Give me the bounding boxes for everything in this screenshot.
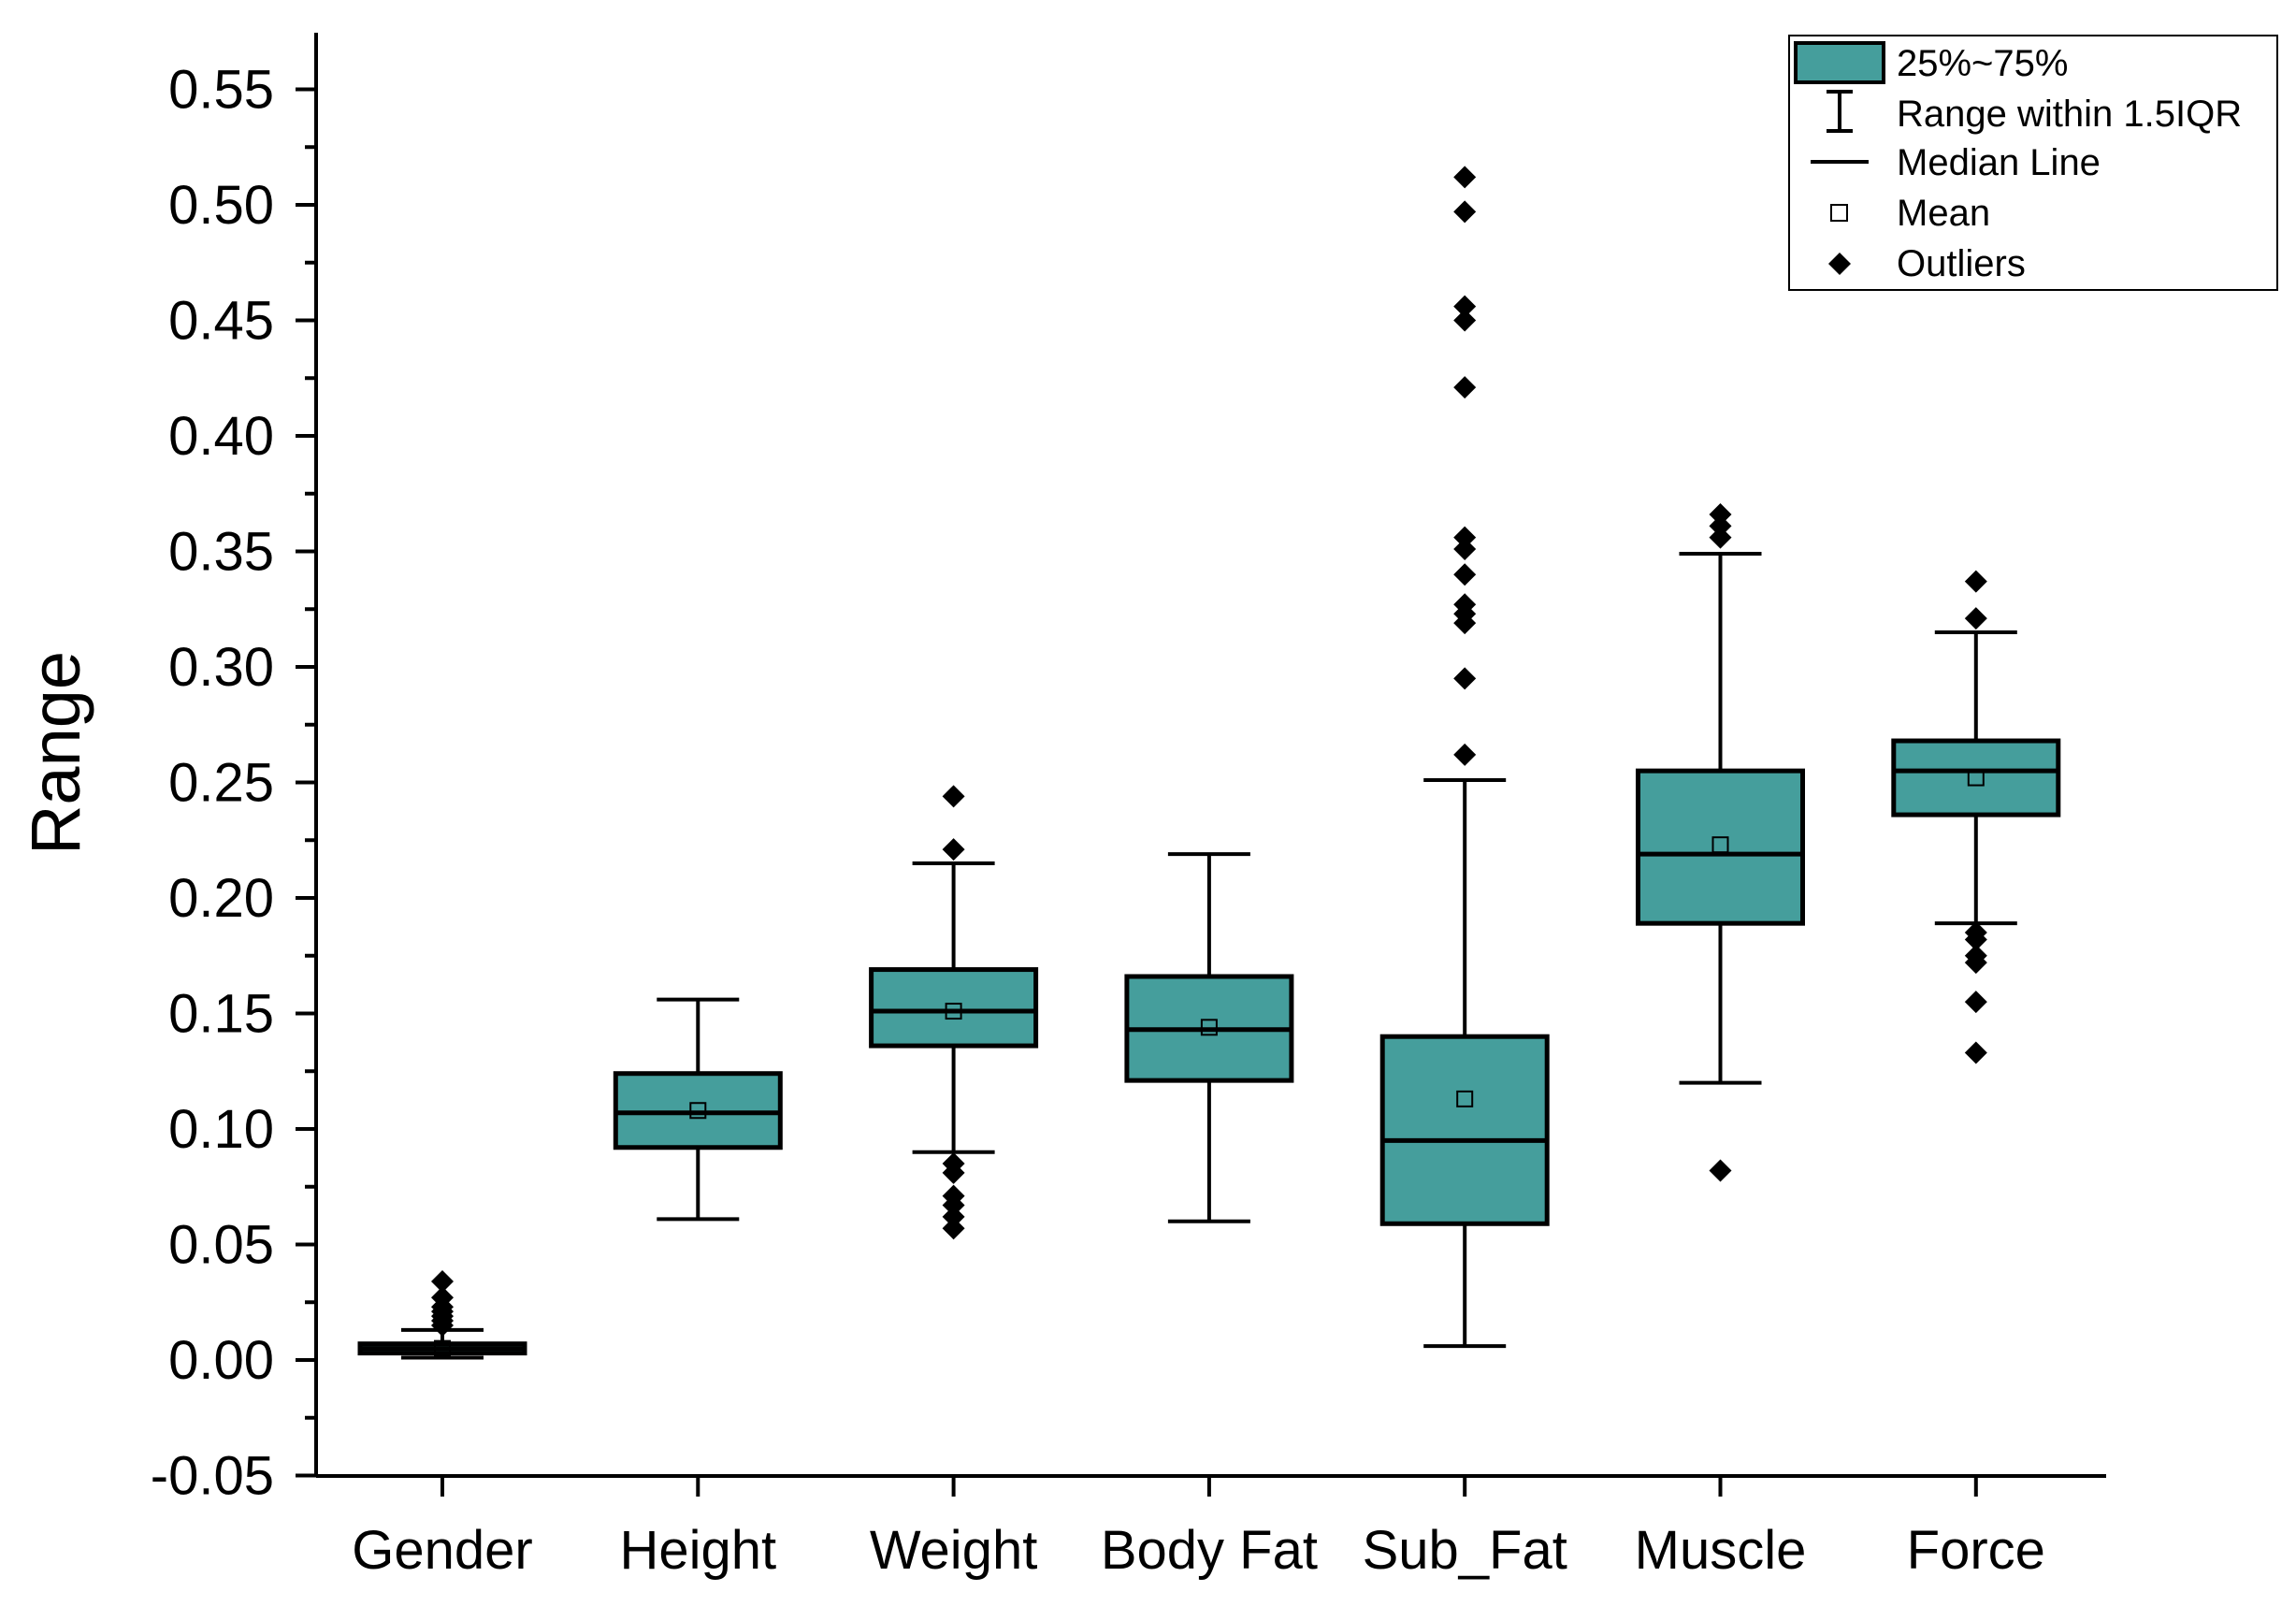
outlier-point <box>1709 502 1732 526</box>
legend-label-outliers: Outliers <box>1897 243 2026 284</box>
outlier-point <box>431 1270 454 1294</box>
mean-marker <box>689 1102 707 1120</box>
legend-label-median: Median Line <box>1897 142 2101 183</box>
x-tick-label: Gender <box>352 1520 532 1581</box>
y-tick-label: 0.30 <box>168 637 274 698</box>
outlier-point <box>1964 607 1987 630</box>
legend: 25%~75% Range within 1.5IQR Median Line … <box>1788 35 2278 291</box>
legend-outlier-symbol <box>1828 253 1851 275</box>
x-tick-label: Weight <box>870 1520 1037 1581</box>
mean-marker <box>1967 769 1985 787</box>
y-tick-label: 0.15 <box>168 984 274 1045</box>
box-group-force <box>1891 570 2061 1064</box>
box-group-weight <box>869 785 1039 1240</box>
iqr-box <box>1379 1034 1550 1226</box>
outlier-point <box>942 785 965 808</box>
outlier-point <box>1453 200 1477 224</box>
y-tick-label: -0.05 <box>151 1446 274 1507</box>
legend-label-whisker: Range within 1.5IQR <box>1897 94 2242 135</box>
outlier-point <box>1453 593 1477 616</box>
x-tick-label: Body Fat <box>1101 1520 1318 1581</box>
y-tick-label: 0.50 <box>168 175 274 236</box>
box-group-gender <box>357 1270 527 1360</box>
outlier-point <box>431 1286 454 1309</box>
outlier-point <box>942 838 965 861</box>
outlier-point <box>1964 991 1987 1014</box>
axes: -0.05 0.00 0.05 0.10 0.15 0.20 0.25 0.30 0.35 0.4… <box>151 33 2106 1581</box>
y-tick-label: 0.10 <box>168 1099 274 1160</box>
y-axis-title: Range <box>17 651 94 855</box>
box-group-muscle <box>1636 502 1805 1182</box>
y-tick-label: 0.45 <box>168 291 274 352</box>
x-tick-label: Height <box>619 1520 776 1581</box>
outlier-point <box>1453 295 1477 318</box>
legend-label-mean: Mean <box>1897 193 1990 234</box>
y-tick-label: 0.20 <box>168 868 274 929</box>
outlier-point <box>1964 570 1987 593</box>
boxes <box>357 166 2061 1360</box>
y-tick-label: 0.35 <box>168 522 274 583</box>
iqr-box <box>869 967 1039 1049</box>
iqr-box <box>1891 738 2061 817</box>
outlier-point <box>1964 921 1987 945</box>
mean-marker <box>434 1339 451 1357</box>
outlier-point <box>1453 309 1477 332</box>
outlier-point <box>1453 376 1477 399</box>
outlier-point <box>942 1184 965 1208</box>
outlier-point <box>1709 1159 1732 1182</box>
x-tick-label: Force <box>1907 1520 2045 1581</box>
y-tick-label: 0.40 <box>168 406 274 467</box>
y-tick-label: 0.55 <box>168 60 274 121</box>
y-tick-label: 0.00 <box>168 1330 274 1391</box>
outlier-point <box>1453 538 1477 561</box>
y-tick-label: 0.25 <box>168 753 274 814</box>
outlier-point <box>1453 526 1477 549</box>
box-group-height <box>613 997 783 1222</box>
box-group-body-fat <box>1124 852 1294 1223</box>
mean-marker <box>1711 836 1729 854</box>
legend-label-box: 25%~75% <box>1897 43 2068 84</box>
legend-mean-symbol <box>1830 204 1848 222</box>
legend-box-swatch <box>1794 41 1885 84</box>
outlier-point <box>942 1217 965 1240</box>
outlier-point <box>1709 514 1732 538</box>
x-tick-label: Muscle <box>1635 1520 1807 1581</box>
outlier-point <box>942 1152 965 1176</box>
iqr-box <box>1636 768 1805 926</box>
outlier-point <box>1964 1041 1987 1064</box>
box-group-sub-fat <box>1379 166 1550 1349</box>
mean-marker <box>945 1003 962 1020</box>
y-tick-label: 0.05 <box>168 1215 274 1276</box>
outlier-point <box>1453 563 1477 586</box>
outlier-point <box>1964 944 1987 967</box>
outlier-point <box>1453 743 1477 766</box>
mean-marker <box>1200 1019 1218 1036</box>
x-tick-label: Sub_Fat <box>1363 1520 1567 1581</box>
outlier-point <box>942 1205 965 1228</box>
outlier-point <box>1453 166 1477 189</box>
outlier-point <box>1709 526 1732 549</box>
legend-whisker-symbol <box>1827 90 1853 133</box>
mean-marker <box>1456 1090 1474 1107</box>
outlier-point <box>1453 667 1477 690</box>
